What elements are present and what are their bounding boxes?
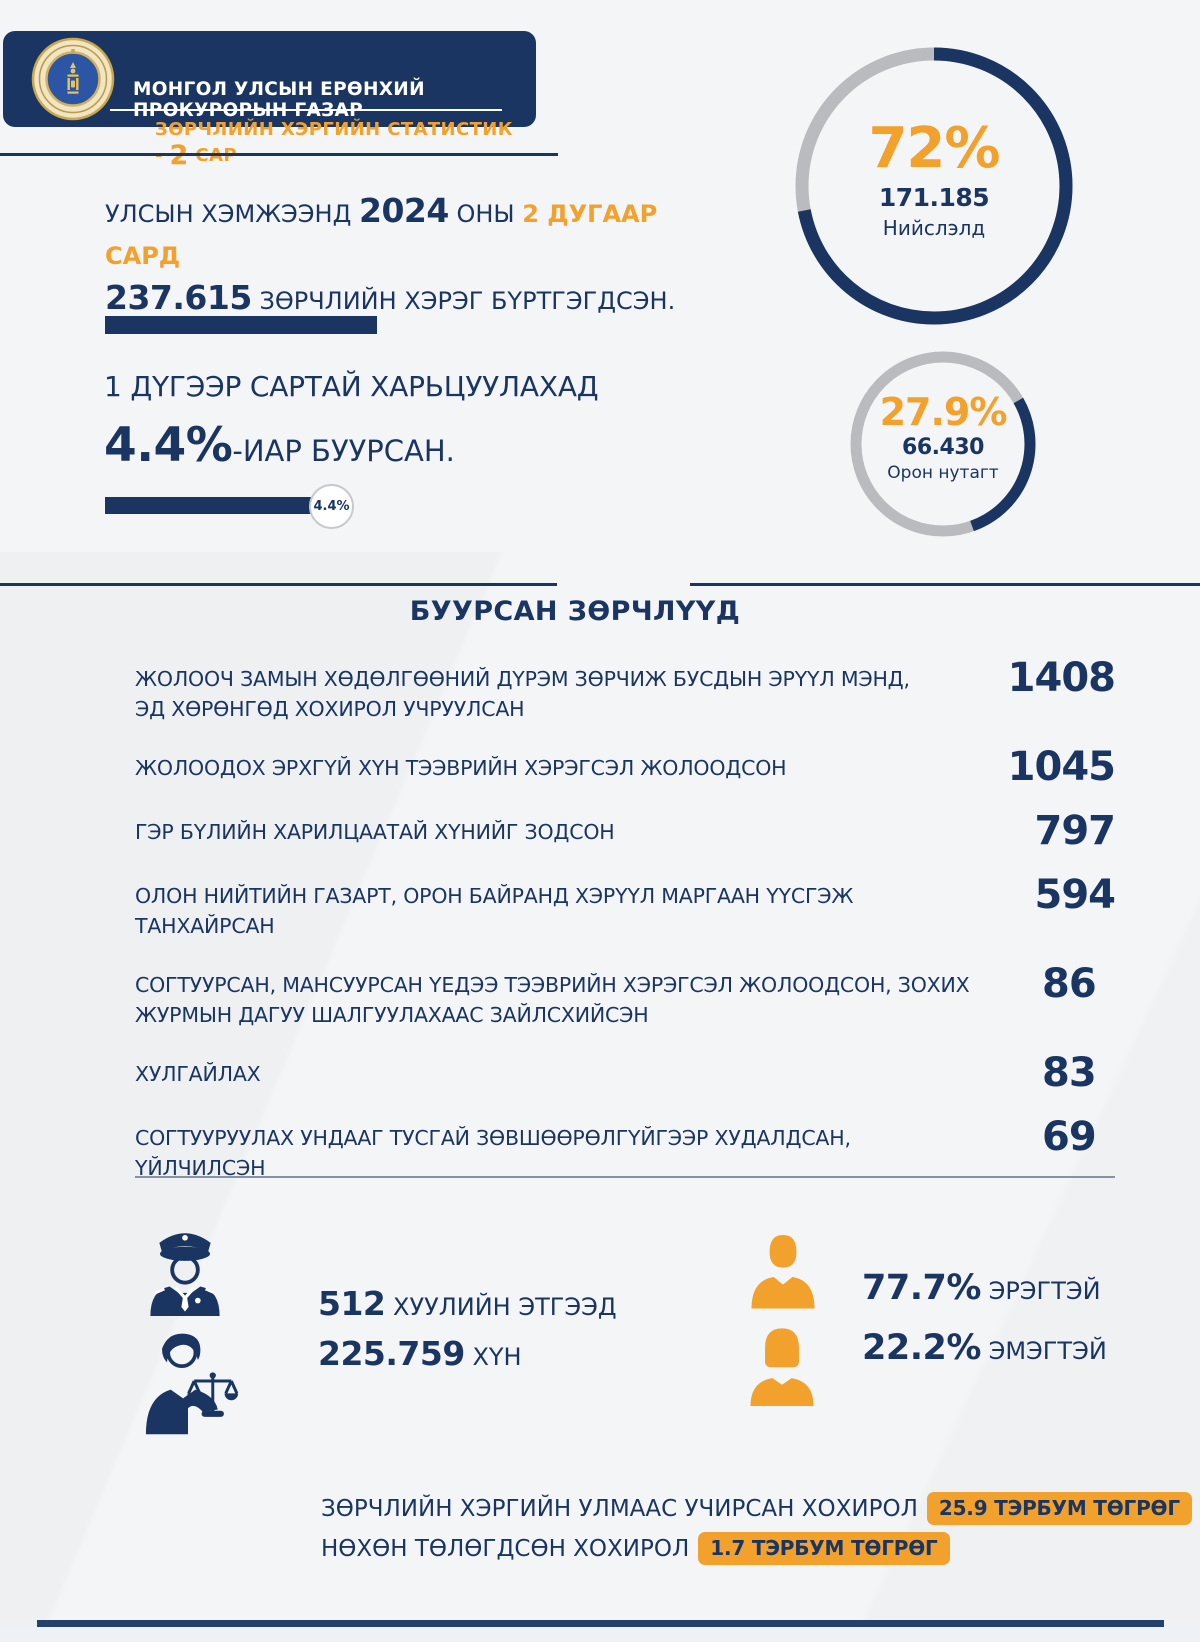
- female-statistic: 22.2% ЭМЭГТЭЙ: [862, 1328, 1107, 1368]
- damage-summary: ЗӨРЧЛИЙН ХЭРГИЙН УЛМААС УЧИРСАН ХОХИРОЛ …: [321, 1492, 1192, 1572]
- provinces-donut-ring: [850, 351, 1036, 537]
- violation-count: 86: [1042, 961, 1097, 1007]
- female-label: ЭМЭГТЭЙ: [980, 1337, 1107, 1365]
- people-count: 225.759: [318, 1334, 465, 1373]
- organization-title: МОНГОЛ УЛСЫН ЕРӨНХИЙ ПРОКУРОРЫН ГАЗАР: [133, 79, 425, 121]
- capital-donut-ring: [795, 47, 1073, 325]
- provinces-donut-center: 27.9% 66.430 Орон нутагт: [845, 338, 1041, 534]
- male-label: ЭРЭГТЭЙ: [980, 1277, 1101, 1305]
- violation-count: 83: [1042, 1050, 1097, 1096]
- capital-percent: 72%: [868, 116, 1000, 181]
- violation-label: ОЛОН НИЙТИЙН ГАЗАРТ, ОРОН БАЙРАНД ХЭРҮҮЛ…: [135, 884, 854, 938]
- bottom-section-divider: [135, 1176, 1115, 1178]
- violation-row: ГЭР БҮЛИЙН ХАРИЛЦААТАЙ ХҮНИЙГ ЗОДСОН 797: [135, 810, 1116, 852]
- female-person-icon: [750, 1328, 814, 1406]
- violation-row: СОГТУУРУУЛАХ УНДААГ ТУСГАЙ ЗӨВШӨӨРӨЛГҮЙГ…: [135, 1116, 1115, 1183]
- provinces-donut-chart: 27.9% 66.430 Орон нутагт: [845, 346, 1041, 542]
- header-underline: [0, 153, 558, 156]
- violation-count: 69: [1042, 1114, 1097, 1160]
- header-divider-line: [110, 109, 502, 111]
- background-diagonal-shade-2: [0, 552, 1200, 1642]
- damage-compensated-line: НӨХӨН ТӨЛӨГДСӨН ХОХИРОЛ 1.7 ТЭРБУМ ТӨГРӨ…: [321, 1532, 1192, 1565]
- damage-compensated-amount-badge: 1.7 ТЭРБУМ ТӨГРӨГ: [698, 1532, 950, 1565]
- section-title: БУУРСАН ЗӨРЧЛҮҮД: [409, 596, 741, 627]
- subjects-summary: 512 ХУУЛИЙН ЭТГЭЭД 225.759 ХҮН: [318, 1284, 617, 1384]
- footer-strip: [0, 1627, 1200, 1642]
- capital-donut-chart: 72% 171.185 Нийслэлд: [788, 40, 1080, 332]
- provinces-count: 66.430: [902, 434, 984, 460]
- violation-count: 797: [1034, 808, 1116, 854]
- intro-month: 2 ДУГААР САРД: [105, 200, 658, 270]
- violation-label: СОГТУУРСАН, МАНСУУРСАН ҮЕДЭЭ ТЭЭВРИЙН ХЭ…: [135, 973, 970, 1027]
- violation-label: ЖОЛООЧ ЗАМЫН ХӨДӨЛГӨӨНИЙ ДҮРЭМ ЗӨРЧИЖ БУ…: [135, 667, 910, 721]
- section-divider-right: [690, 583, 1200, 586]
- violation-row: ЖОЛООДОХ ЭРХГҮЙ ХҮН ТЭЭВРИЙН ХЭРЭГСЭЛ ЖО…: [135, 746, 1116, 788]
- decrease-progress-bar: [105, 497, 345, 514]
- decrease-percent-badge: 4.4%: [309, 484, 354, 529]
- capital-count: 171.185: [878, 183, 990, 212]
- violation-label: СОГТУУРУУЛАХ УНДААГ ТУСГАЙ ЗӨВШӨӨРӨЛГҮЙГ…: [135, 1126, 851, 1180]
- police-officer-icon: [150, 1233, 220, 1316]
- damage-caused-amount-badge: 25.9 ТЭРБУМ ТӨГРӨГ: [926, 1492, 1192, 1525]
- violation-count: 594: [1034, 872, 1116, 918]
- damage-compensated-text: НӨХӨН ТӨЛӨГДСӨН ХОХИРОЛ: [321, 1535, 690, 1562]
- provinces-percent: 27.9%: [879, 389, 1008, 434]
- intro-year: 2024: [358, 191, 449, 230]
- footer-bar: [37, 1620, 1164, 1627]
- violation-row: ХУЛГАЙЛАХ 83: [135, 1052, 1115, 1094]
- male-person-icon: [751, 1235, 815, 1309]
- capital-donut-center: 72% 171.185 Нийслэлд: [788, 32, 1080, 324]
- intro-text-2: ОНЫ: [448, 200, 523, 228]
- violation-label: ХУЛГАЙЛАХ: [135, 1062, 261, 1086]
- capital-label: Нийслэлд: [882, 216, 986, 240]
- violation-label: ГЭР БҮЛИЙН ХАРИЛЦААТАЙ ХҮНИЙГ ЗОДСОН: [135, 820, 615, 844]
- violation-row: СОГТУУРСАН, МАНСУУРСАН ҮЕДЭЭ ТЭЭВРИЙН ХЭ…: [135, 963, 1115, 1030]
- intro-total-cases: 237.615: [105, 278, 252, 317]
- damage-caused-line: ЗӨРЧЛИЙН ХЭРГИЙН УЛМААС УЧИРСАН ХОХИРОЛ …: [321, 1492, 1192, 1525]
- legal-entities-label: ХУУЛИЙН ЭТГЭЭД: [385, 1293, 617, 1321]
- female-percent: 22.2%: [862, 1328, 981, 1368]
- people-label: ХҮН: [464, 1343, 522, 1371]
- violation-row: ЖОЛООЧ ЗАМЫН ХӨДӨЛГӨӨНИЙ ДҮРЭМ ЗӨРЧИЖ БУ…: [135, 657, 1116, 724]
- section-divider-left: [0, 583, 557, 586]
- comparison-heading: 1 ДҮГЭЭР САРТАЙ ХАРЬЦУУЛАХАД: [104, 370, 599, 403]
- comparison-percent: 4.4%: [104, 418, 233, 473]
- male-percent: 77.7%: [862, 1268, 981, 1308]
- comparison-statement: 4.4%-ИАР БУУРСАН.: [104, 418, 744, 473]
- violation-row: ОЛОН НИЙТИЙН ГАЗАРТ, ОРОН БАЙРАНД ХЭРҮҮЛ…: [135, 874, 1116, 941]
- intro-text-1: УЛСЫН ХЭМЖЭЭНД: [105, 200, 359, 228]
- provinces-label: Орон нутагт: [887, 462, 999, 483]
- prosecutor-office-emblem-icon: [31, 37, 115, 121]
- male-statistic: 77.7% ЭРЭГТЭЙ: [862, 1268, 1101, 1308]
- damage-caused-text: ЗӨРЧЛИЙН ХЭРГИЙН УЛМААС УЧИРСАН ХОХИРОЛ: [321, 1495, 918, 1522]
- decorative-bar: [105, 316, 377, 334]
- violation-label: ЖОЛООДОХ ЭРХГҮЙ ХҮН ТЭЭВРИЙН ХЭРЭГСЭЛ ЖО…: [135, 756, 787, 780]
- people-line: 225.759 ХҮН: [318, 1334, 617, 1377]
- decreased-violations-list: ЖОЛООЧ ЗАМЫН ХӨДӨЛГӨӨНИЙ ДҮРЭМ ЗӨРЧИЖ БУ…: [135, 657, 1116, 1183]
- intro-text-3: ЗӨРЧЛИЙН ХЭРЭГ БҮРТГЭГДСЭН.: [251, 287, 676, 315]
- report-subtitle: ЗӨРЧЛИЙН ХЭРГИЙН СТАТИСТИК - 2 САР: [155, 119, 525, 171]
- judge-scales-icon: [145, 1333, 239, 1435]
- national-summary-text: УЛСЫН ХЭМЖЭЭНД 2024 ОНЫ 2 ДУГААР САРД 23…: [105, 190, 725, 322]
- legal-entities-count: 512: [318, 1284, 386, 1323]
- comparison-rest: -ИАР БУУРСАН.: [232, 434, 455, 468]
- violation-count: 1045: [1007, 744, 1116, 790]
- legal-entities-line: 512 ХУУЛИЙН ЭТГЭЭД: [318, 1284, 617, 1327]
- violation-count: 1408: [1007, 655, 1116, 701]
